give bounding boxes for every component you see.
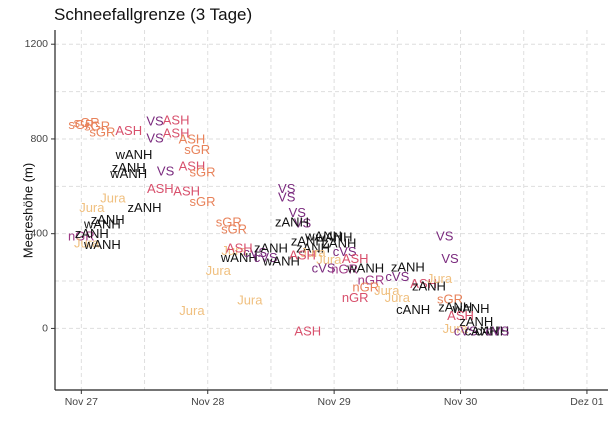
data-point-label: ASH xyxy=(115,123,142,138)
data-point-label: Jura xyxy=(100,191,126,206)
data-point-label: wANH xyxy=(304,229,342,244)
data-point-label: cVS xyxy=(333,244,357,259)
data-point-label: Jura xyxy=(206,263,232,278)
data-point-label: sGR xyxy=(216,214,242,229)
data-point-label: Jura xyxy=(427,271,453,286)
data-point-label: sGR xyxy=(68,117,94,132)
data-point-label: Jura xyxy=(443,321,469,336)
data-point-label: sGR xyxy=(184,142,210,157)
data-point-label: nGR xyxy=(331,262,358,277)
data-point-label: Jura xyxy=(237,293,263,308)
data-point-label: zANH xyxy=(275,214,309,229)
y-tick-label: 800 xyxy=(30,133,48,145)
data-point-label: ASH xyxy=(410,276,437,291)
data-point-label: cVS xyxy=(485,323,509,338)
data-point-label: VS xyxy=(157,163,175,178)
data-point-label: sGR xyxy=(89,124,115,139)
data-point-label: wANH xyxy=(83,237,121,252)
chart-title: Schneefallgrenze (3 Tage) xyxy=(54,5,253,24)
data-point-label: cVS xyxy=(454,323,478,338)
data-point-label: cVS xyxy=(385,269,409,284)
data-point-label: sGR xyxy=(84,118,110,133)
gridlines xyxy=(55,30,608,390)
data-point-label: VS xyxy=(436,229,454,244)
data-point-label: cVS xyxy=(243,245,267,260)
data-point-label: zANH xyxy=(254,240,288,255)
data-point-label: ASH xyxy=(147,181,174,196)
data-point-label: zANH xyxy=(296,240,330,255)
data-point-label: VS xyxy=(294,216,312,231)
data-point-label: zANH xyxy=(112,160,146,175)
data-point-label: nGR xyxy=(68,229,95,244)
data-point-label: zANH xyxy=(291,233,325,248)
data-point-label: ASH xyxy=(294,323,321,338)
data-point-label: Jura xyxy=(79,200,105,215)
data-point-label: nGR xyxy=(352,279,379,294)
x-tick-label: Nov 27 xyxy=(65,396,98,408)
data-point-label: ASH xyxy=(173,184,200,199)
data-point-label: ASH xyxy=(289,248,316,263)
data-point-label: wANH xyxy=(115,147,153,162)
data-point-label: Jura xyxy=(300,245,326,260)
data-point-label: wANH xyxy=(220,250,258,265)
data-point-label: ASH xyxy=(179,159,206,174)
data-point-label: sGR xyxy=(189,165,215,180)
data-point-label: nGR xyxy=(342,290,369,305)
data-point-label: Jura xyxy=(385,290,411,305)
data-point-label: cVS xyxy=(312,261,336,276)
data-point-label: sGR xyxy=(221,221,247,236)
data-point-label: wANH xyxy=(346,261,384,276)
data-point-label: wANH xyxy=(109,166,147,181)
data-point-label: cANH xyxy=(465,323,499,338)
data-point-label: ASH xyxy=(226,240,253,255)
data-point-label: Jura xyxy=(179,303,205,318)
data-point-label: zANH xyxy=(128,200,162,215)
data-point-label: VS xyxy=(289,205,307,220)
data-point-label: wANH xyxy=(262,253,300,268)
x-tick-label: Nov 29 xyxy=(317,396,350,408)
data-point-label: ASH xyxy=(163,113,190,128)
data-point-label: zANH xyxy=(322,236,356,251)
data-point-label: zANH xyxy=(438,300,472,315)
data-point-label: VS xyxy=(278,189,296,204)
data-point-label: wANH xyxy=(315,230,353,245)
data-point-label: ASH xyxy=(342,251,369,266)
data-point-label: sGR xyxy=(189,194,215,209)
data-point-label: ASH xyxy=(163,126,190,141)
data-point-label: Jura xyxy=(74,236,100,251)
data-point-label: cANH xyxy=(396,302,430,317)
x-tick-label: Dez 01 xyxy=(570,396,603,408)
data-point-label: VS xyxy=(146,130,164,145)
y-tick-label: 400 xyxy=(30,228,48,240)
data-point-label: ASH xyxy=(179,131,206,146)
x-tick-label: Nov 28 xyxy=(191,396,224,408)
data-point-label: VS xyxy=(441,251,459,266)
data-point-label: sGR xyxy=(74,115,100,130)
y-tick-label: 1200 xyxy=(25,38,49,50)
data-point-label: cANH xyxy=(475,323,509,338)
data-point-label: zANH xyxy=(391,259,425,274)
data-point-label: Jura xyxy=(374,283,400,298)
data-point-label: nGR xyxy=(358,272,385,287)
data-point-label: VS xyxy=(278,181,296,196)
y-tick-label: 0 xyxy=(42,322,48,334)
data-point-label: wANH xyxy=(83,217,121,232)
data-point-label: zANH xyxy=(75,226,109,241)
data-point-label: Jura xyxy=(221,243,247,258)
x-tick-label: Nov 30 xyxy=(444,396,477,408)
data-point-label: wANH xyxy=(452,301,490,316)
data-point-label: zANH xyxy=(91,212,125,227)
data-point-label: sGR xyxy=(437,291,463,306)
data-point-label: ASH xyxy=(447,308,474,323)
data-point-label: VS xyxy=(146,114,164,129)
data-point-label: cVS xyxy=(254,250,278,265)
axes: 0 400 800 1200 Nov 27 Nov 28 Nov 29 Nov 30 Dez 0… xyxy=(25,30,608,408)
data-point-label: Jura xyxy=(316,252,342,267)
data-point-label: zANH xyxy=(459,314,493,329)
data-point-label: zANH xyxy=(412,278,446,293)
